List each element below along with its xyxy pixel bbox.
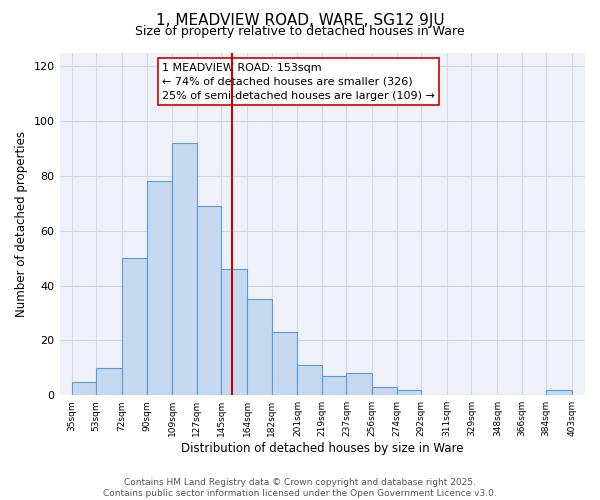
Bar: [322, 376, 346, 395]
Bar: [221, 269, 247, 395]
Bar: [298, 365, 322, 395]
Text: Size of property relative to detached houses in Ware: Size of property relative to detached ho…: [135, 25, 465, 38]
Bar: [372, 387, 397, 395]
Text: Contains HM Land Registry data © Crown copyright and database right 2025.
Contai: Contains HM Land Registry data © Crown c…: [103, 478, 497, 498]
Text: 1 MEADVIEW ROAD: 153sqm
← 74% of detached houses are smaller (326)
25% of semi-d: 1 MEADVIEW ROAD: 153sqm ← 74% of detache…: [162, 63, 435, 101]
X-axis label: Distribution of detached houses by size in Ware: Distribution of detached houses by size …: [181, 442, 464, 455]
Bar: [346, 374, 372, 395]
Bar: [122, 258, 146, 395]
Bar: [247, 299, 272, 395]
Bar: [96, 368, 122, 395]
Y-axis label: Number of detached properties: Number of detached properties: [15, 131, 28, 317]
Bar: [397, 390, 421, 395]
Text: 1, MEADVIEW ROAD, WARE, SG12 9JU: 1, MEADVIEW ROAD, WARE, SG12 9JU: [155, 12, 445, 28]
Bar: [172, 143, 197, 395]
Bar: [197, 206, 221, 395]
Bar: [146, 182, 172, 395]
Bar: [546, 390, 572, 395]
Bar: [72, 382, 96, 395]
Bar: [272, 332, 298, 395]
